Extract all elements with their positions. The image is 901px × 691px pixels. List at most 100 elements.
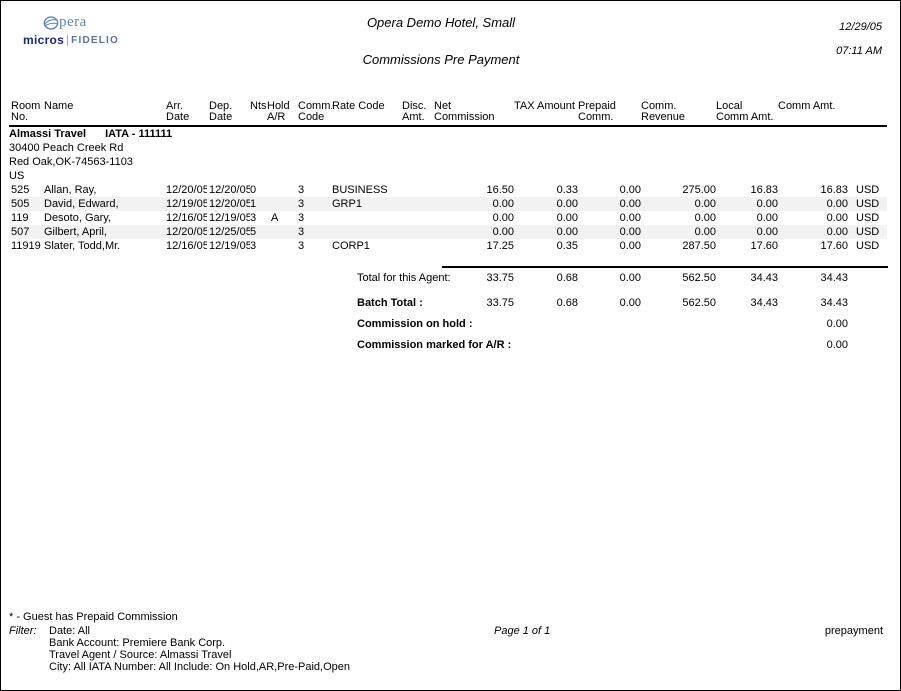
cell-comm-code: 3 xyxy=(294,197,332,211)
col-header-name: Name xyxy=(42,98,164,127)
total-agent-row: Total for this Agent: 33.75 0.68 0.00 56… xyxy=(1,272,900,285)
cell-room: 505 xyxy=(9,197,42,211)
cell-revenue: 287.50 xyxy=(682,240,716,252)
table-header-row: Room No. Name Arr. Date Dep. Date Nts. H… xyxy=(9,98,887,127)
cell-revenue: 275.00 xyxy=(682,184,716,196)
cell-hold xyxy=(267,197,294,211)
cell-prepaid: 0.00 xyxy=(619,212,641,224)
cell-currency: USD xyxy=(848,225,887,239)
col-header-prepaid-comm: Prepaid Comm. xyxy=(578,98,641,127)
cell-name: Gilbert, April, xyxy=(42,225,164,239)
cell-nts: 3 xyxy=(250,212,257,224)
cell-comm-code: 3 xyxy=(298,184,305,196)
cell-dep: 12/25/05 xyxy=(207,225,250,239)
filter-line-travel-agent: Travel Agent / Source: Almassi Travel xyxy=(49,649,232,661)
opera-micros-fidelio-logo: pera micros FIDELIO xyxy=(23,14,119,47)
cell-local: 0.00 xyxy=(716,225,778,239)
cell-disc xyxy=(402,239,434,253)
commission-marked-ar-label: Commission marked for A/R : xyxy=(357,339,512,351)
cell-currency: USD xyxy=(856,184,880,196)
cell-local: 16.83 xyxy=(750,184,778,196)
report-time: 07:11 AM xyxy=(836,45,882,57)
logo-divider xyxy=(67,34,69,46)
cell-net: 0.00 xyxy=(434,225,514,239)
cell-net: 0.00 xyxy=(492,212,514,224)
cell-revenue: 0.00 xyxy=(694,212,716,224)
col-header-hold-ar: Hold A/R xyxy=(267,98,294,127)
commission-on-hold-label: Commission on hold : xyxy=(357,318,473,330)
total-agent-local: 34.43 xyxy=(750,272,778,284)
cell-currency: USD xyxy=(848,197,887,211)
cell-disc xyxy=(402,211,434,225)
col-header-comm-revenue: Comm. Revenue xyxy=(641,98,716,127)
col-header-disc-amt: Disc. Amt. xyxy=(402,98,434,127)
table-row: 11919 Slater, Todd,Mr. 12/16/05 12/19/05… xyxy=(9,239,887,253)
cell-disc xyxy=(402,225,434,239)
cell-arr: 12/20/05 xyxy=(166,184,207,196)
agent-name-line: Almassi Travel IATA - 111111 xyxy=(9,127,887,141)
filter-line-city-iata: City: All IATA Number: All Include: On H… xyxy=(49,661,350,673)
cell-comm: 0.00 xyxy=(826,212,848,224)
cell-hold xyxy=(267,239,294,253)
total-agent-comm: 34.43 xyxy=(820,272,848,284)
page-number: Page 1 of 1 xyxy=(494,625,551,637)
cell-prepaid: 0.00 xyxy=(619,184,641,196)
cell-comm-code: 3 xyxy=(298,240,305,252)
total-agent-label: Total for this Agent: xyxy=(357,272,451,284)
col-header-rate-code: Rate Code xyxy=(332,98,402,127)
col-header-local-comm-amt: Local Comm Amt. xyxy=(716,98,778,127)
batch-total-net: 33.75 xyxy=(486,297,514,309)
commission-marked-ar-row: Commission marked for A/R : 0.00 xyxy=(1,339,900,352)
totals-divider-line xyxy=(442,266,888,268)
total-agent-prepaid: 0.00 xyxy=(619,272,641,284)
total-agent-revenue: 562.50 xyxy=(682,272,716,284)
table-row: 505 David, Edward, 12/19/05 12/20/05 1 3… xyxy=(9,197,887,211)
agent-iata: IATA - 111111 xyxy=(105,128,173,140)
cell-rate: CORP1 xyxy=(332,240,370,252)
hotel-title: Opera Demo Hotel, Small xyxy=(366,15,516,30)
cell-hold: A xyxy=(271,212,279,224)
agent-name: Almassi Travel xyxy=(9,128,87,140)
cell-rate: GRP1 xyxy=(332,197,402,211)
cell-comm-code: 3 xyxy=(294,225,332,239)
cell-arr: 12/20/05 xyxy=(164,225,207,239)
table-header: Room No. Name Arr. Date Dep. Date Nts. H… xyxy=(9,98,887,127)
cell-rate xyxy=(332,211,402,225)
cell-dep: 12/19/05 xyxy=(209,212,250,224)
cell-tax: 0.00 xyxy=(556,212,578,224)
fidelio-text: FIDELIO xyxy=(71,34,119,46)
cell-room: 11919 xyxy=(11,240,41,252)
cell-dep: 12/20/05 xyxy=(209,184,250,196)
cell-room: 525 xyxy=(11,184,30,196)
cell-hold xyxy=(267,183,294,197)
filter-line-date: Date: All xyxy=(49,625,90,637)
micros-text: micros xyxy=(23,33,65,47)
opera-swirl-icon xyxy=(43,15,59,31)
cell-tax: 0.33 xyxy=(556,184,578,196)
agent-country: US xyxy=(9,170,25,182)
cell-hold xyxy=(267,225,294,239)
filter-line-bank-account: Bank Account: Premiere Bank Corp. xyxy=(49,637,226,649)
prepaid-commission-note: * - Guest has Prepaid Commission xyxy=(9,611,178,623)
cell-comm: 0.00 xyxy=(778,225,848,239)
agent-address-line1: 30400 Peach Creek Rd xyxy=(9,142,124,154)
cell-net: 0.00 xyxy=(434,197,514,211)
col-header-net-commission: Net Commission xyxy=(434,98,514,127)
batch-total-label: Batch Total : xyxy=(357,297,423,309)
cell-comm: 0.00 xyxy=(778,197,848,211)
cell-name: Allan, Ray, xyxy=(44,184,97,196)
col-header-dep-date: Dep. Date xyxy=(207,98,250,127)
table-row: 525 Allan, Ray, 12/20/05 12/20/05 0 3 BU… xyxy=(9,183,887,197)
col-header-tax-amount: TAX Amount xyxy=(514,98,578,127)
cell-revenue: 0.00 xyxy=(641,197,716,211)
col-header-arr-date: Arr. Date xyxy=(164,98,207,127)
cell-dep: 12/20/05 xyxy=(207,197,250,211)
opera-text: pera xyxy=(59,14,87,30)
cell-local: 17.60 xyxy=(750,240,778,252)
report-date: 12/29/05 xyxy=(839,21,882,33)
cell-prepaid: 0.00 xyxy=(578,197,641,211)
batch-total-row: Batch Total : 33.75 0.68 0.00 562.50 34.… xyxy=(1,297,900,310)
col-header-room: Room No. xyxy=(9,98,42,127)
col-header-comm-amt: Comm Amt. xyxy=(778,98,848,127)
